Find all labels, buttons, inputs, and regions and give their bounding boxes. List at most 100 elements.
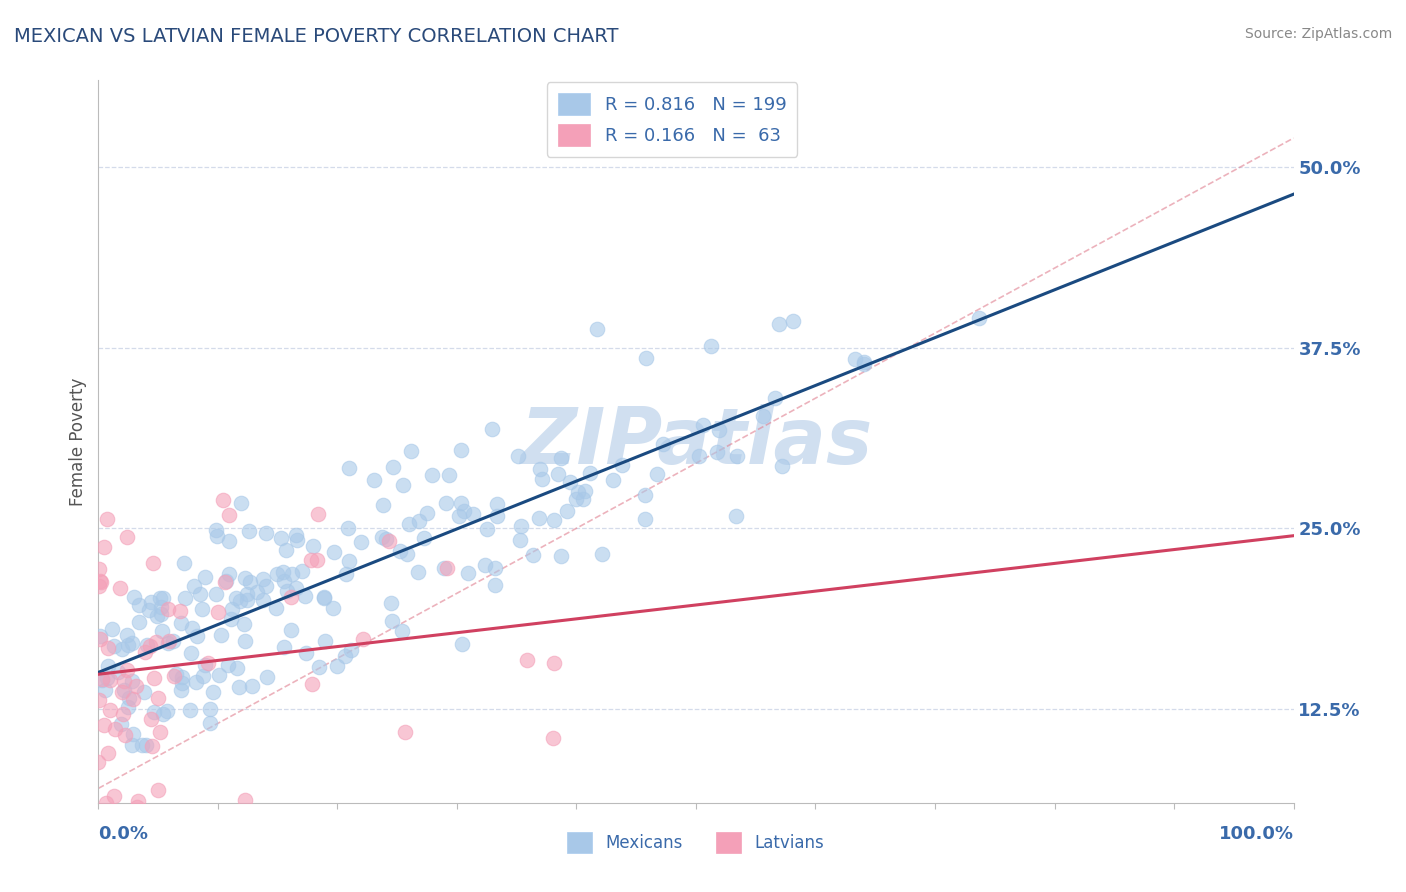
Mexicans xyxy=(291,564,314,578)
Mexicans xyxy=(388,543,411,558)
Mexicans xyxy=(633,488,655,502)
Mexicans xyxy=(149,591,172,606)
Text: Source: ZipAtlas.com: Source: ZipAtlas.com xyxy=(1244,27,1392,41)
Mexicans xyxy=(110,717,132,731)
Mexicans xyxy=(276,584,298,599)
Mexicans xyxy=(156,704,179,718)
Mexicans xyxy=(509,518,531,533)
Latvians xyxy=(110,582,132,596)
Mexicans xyxy=(395,547,418,561)
Latvians xyxy=(89,562,111,576)
Latvians xyxy=(104,722,127,736)
Mexicans xyxy=(415,506,437,520)
Mexicans xyxy=(208,668,231,682)
Latvians xyxy=(197,656,219,670)
Mexicans xyxy=(285,533,308,547)
Mexicans xyxy=(280,567,302,582)
Mexicans xyxy=(152,707,174,722)
Mexicans xyxy=(252,593,274,607)
Mexicans xyxy=(707,423,730,437)
Mexicans xyxy=(236,587,259,601)
Mexicans xyxy=(233,633,256,648)
Latvians xyxy=(305,553,328,567)
Mexicans xyxy=(335,566,357,581)
Mexicans xyxy=(527,511,550,525)
Mexicans xyxy=(382,460,405,475)
Latvians xyxy=(299,553,322,567)
Mexicans xyxy=(89,629,111,643)
Mexicans xyxy=(90,673,112,688)
Mexicans xyxy=(285,527,308,541)
Mexicans xyxy=(219,612,242,626)
Mexicans xyxy=(782,314,804,328)
Mexicans xyxy=(844,351,866,366)
Mexicans xyxy=(198,702,221,716)
Mexicans xyxy=(399,444,422,458)
Mexicans xyxy=(312,590,335,604)
Latvians xyxy=(162,669,184,683)
Latvians xyxy=(141,739,163,753)
Mexicans xyxy=(96,671,118,685)
Mexicans xyxy=(391,624,413,639)
Mexicans xyxy=(725,509,748,524)
Mexicans xyxy=(194,570,217,584)
Mexicans xyxy=(204,523,226,537)
Latvians xyxy=(516,653,538,667)
Mexicans xyxy=(522,548,544,562)
Mexicans xyxy=(433,561,456,575)
Mexicans xyxy=(131,738,153,752)
Mexicans xyxy=(136,638,159,652)
Mexicans xyxy=(294,589,316,603)
Mexicans xyxy=(128,598,150,612)
Mexicans xyxy=(481,422,503,436)
Mexicans xyxy=(314,634,336,648)
Latvians xyxy=(93,540,115,554)
Mexicans xyxy=(751,409,773,424)
Mexicans xyxy=(193,669,215,683)
Latvians xyxy=(207,605,229,619)
Mexicans xyxy=(312,591,335,606)
Mexicans xyxy=(363,473,385,487)
Latvians xyxy=(394,724,416,739)
Latvians xyxy=(307,507,329,521)
Mexicans xyxy=(475,522,498,536)
Latvians xyxy=(233,793,256,807)
Mexicans xyxy=(231,496,253,510)
Mexicans xyxy=(530,472,553,486)
Latvians xyxy=(97,746,120,760)
Y-axis label: Female Poverty: Female Poverty xyxy=(69,377,87,506)
Mexicans xyxy=(439,467,461,482)
Mexicans xyxy=(335,648,357,663)
Latvians xyxy=(94,817,117,831)
Mexicans xyxy=(398,517,420,532)
Mexicans xyxy=(652,437,675,451)
Latvians xyxy=(169,604,191,618)
Mexicans xyxy=(170,675,193,690)
Mexicans xyxy=(375,533,398,547)
Mexicans xyxy=(484,577,506,591)
Mexicans xyxy=(205,587,228,601)
Mexicans xyxy=(508,449,530,463)
Mexicans xyxy=(529,462,551,476)
Latvians xyxy=(378,533,401,548)
Mexicans xyxy=(264,601,287,615)
Latvians xyxy=(89,574,111,589)
Latvians xyxy=(157,602,180,616)
Latvians xyxy=(280,590,302,604)
Mexicans xyxy=(550,451,572,466)
Mexicans xyxy=(238,524,260,538)
Mexicans xyxy=(117,639,139,653)
Mexicans xyxy=(636,351,658,366)
Mexicans xyxy=(449,509,471,524)
Mexicans xyxy=(217,657,239,672)
Mexicans xyxy=(700,338,723,352)
Mexicans xyxy=(254,525,277,540)
Latvians xyxy=(134,645,156,659)
Latvians xyxy=(127,793,149,807)
Mexicans xyxy=(591,547,613,561)
Mexicans xyxy=(180,646,202,660)
Latvians xyxy=(352,632,374,646)
Mexicans xyxy=(579,466,602,480)
Mexicans xyxy=(162,634,184,648)
Mexicans xyxy=(408,514,430,528)
